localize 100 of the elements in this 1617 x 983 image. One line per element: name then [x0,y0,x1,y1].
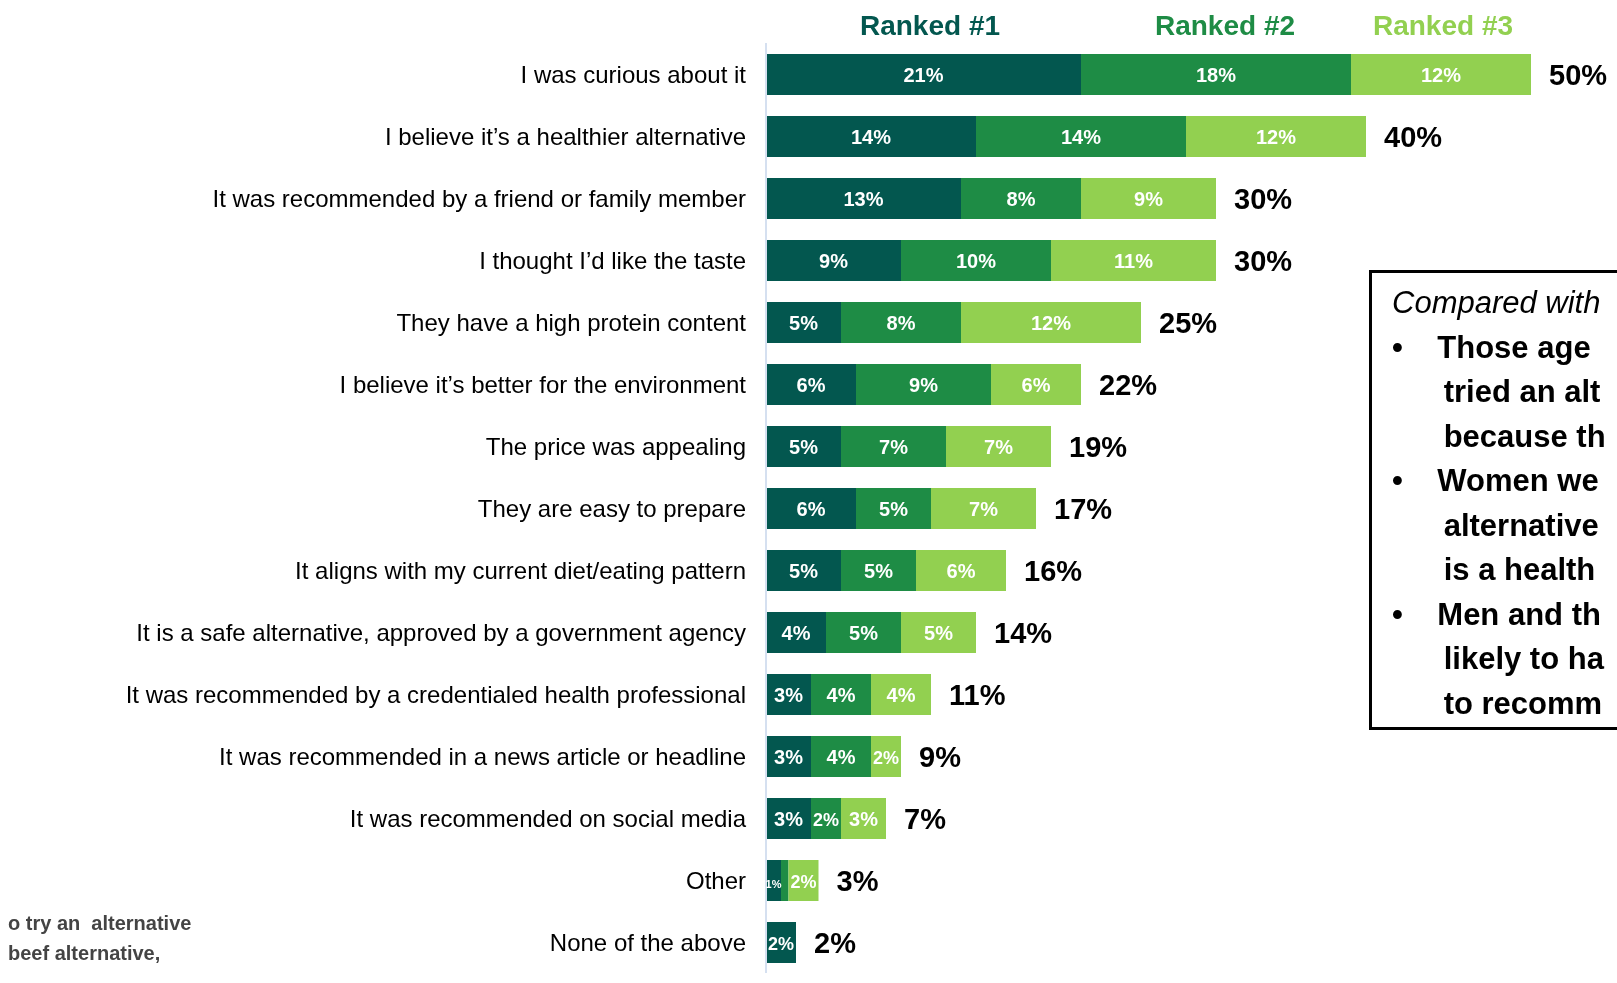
data-label: 9% [1134,187,1164,210]
total-label: 22% [1099,368,1158,401]
bar [841,426,946,467]
bar [766,54,1081,95]
data-label: 6% [796,497,826,520]
total-label: 2% [814,926,857,959]
data-label: 7% [879,435,909,458]
data-label: 10% [955,249,997,272]
text: o try an alternative beef alternative, [8,911,192,966]
bar [931,488,1036,529]
data-label: 5% [789,311,819,334]
bar [766,426,841,467]
total-label: 19% [1069,430,1128,463]
data-label: 12% [1255,125,1297,148]
y-tick-label: Other [685,866,746,894]
bar [781,860,789,901]
total-label: 25% [1159,306,1218,339]
data-label: 11% [1114,249,1154,272]
bar [961,178,1081,219]
bar [871,674,931,715]
bar [1186,116,1366,157]
y-tick-label: It was recommended in a news article or headline [219,742,746,770]
total-label: 14% [994,616,1053,649]
bar [766,178,961,219]
data-label: 14% [1060,125,1102,148]
bar [811,674,871,715]
data-label: 3% [849,807,879,830]
bar [766,302,841,343]
data-label: 5% [879,497,909,520]
data-label: 9% [819,249,849,272]
data-label: 6% [946,559,976,582]
bar [916,550,1006,591]
total-label: 30% [1234,244,1293,277]
total-label: 17% [1054,492,1113,525]
bar [826,612,901,653]
total-label: 9% [919,740,962,773]
y-tick-label: It aligns with my current diet/eating pattern [295,556,746,584]
bar [946,426,1051,467]
data-label: 5% [924,621,954,644]
bar [766,364,856,405]
total-label: 50% [1549,58,1608,91]
data-label: 5% [849,621,879,644]
y-tick-label: It is a safe alternative, approved by a government agency [136,618,746,646]
total-label: 40% [1384,120,1443,153]
series-label: Ranked #2 [1153,10,1297,42]
series-label: Ranked #1 [858,10,1002,42]
bar [841,550,916,591]
data-label: 5% [864,559,894,582]
data-label: 3% [774,807,804,830]
total-label: 30% [1234,182,1293,215]
bar [1081,54,1351,95]
bar [901,612,976,653]
bar [1051,240,1216,281]
data-label: 2% [767,933,795,954]
bar [991,364,1081,405]
bar [811,736,871,777]
total-label: 3% [836,864,879,897]
y-tick-label: It was recommended on social media [349,804,747,832]
y-tick-label: I thought I’d like the taste [479,246,746,274]
y-tick-label: The price was appealing [485,432,746,460]
total-label: 16% [1024,554,1083,587]
data-label: 4% [826,745,856,768]
data-label: 4% [826,683,856,706]
bar [766,488,856,529]
data-label: 21% [903,63,944,86]
y-tick-label: It was recommended by a friend or family member [212,184,747,212]
data-label: 12% [1030,311,1072,334]
data-label: 5% [789,435,819,458]
y-tick-label: I believe it’s a healthier alternative [384,122,746,150]
data-label: 5% [789,559,819,582]
y-tick-label: I believe it’s better for the environment [339,370,747,398]
bar [766,116,976,157]
y-tick-label: They have a high protein content [396,308,747,336]
data-label: 6% [796,373,826,396]
data-label: 3% [774,683,804,706]
series-label: Ranked #3 [1371,10,1515,42]
y-tick-label: It was recommended by a credentialed health professional [125,680,746,708]
data-label: 13% [843,187,884,210]
y-tick-label: None of the above [549,928,746,956]
bar [856,364,991,405]
data-label: 2% [872,747,900,768]
y-tick-label: I was curious about it [520,60,747,88]
data-label: 18% [1195,63,1237,86]
bar [1081,178,1216,219]
total-label: 11% [949,678,1006,711]
bar [841,302,961,343]
data-label: 9% [909,373,939,396]
bar [766,240,901,281]
data-label: 8% [1006,187,1036,210]
data-label: 12% [1420,63,1462,86]
data-label: 7% [969,497,999,520]
bar [766,550,841,591]
bar [901,240,1051,281]
data-label: 8% [886,311,916,334]
bar [1351,54,1531,95]
data-label: 4% [886,683,916,706]
data-label: 4% [781,621,811,644]
bar [856,488,931,529]
data-label: 2% [812,809,840,830]
data-label: 6% [1021,373,1051,396]
